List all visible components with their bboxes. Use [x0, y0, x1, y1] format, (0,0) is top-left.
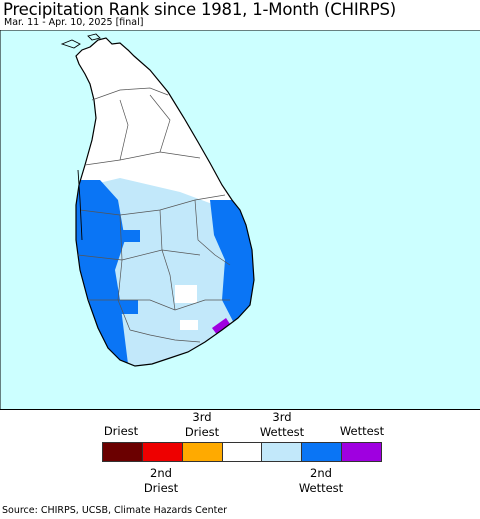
legend-label-wettest: Wettest [339, 424, 385, 438]
map-border-lines [0, 30, 480, 410]
legend-swatch-4 [222, 443, 263, 461]
legend-label-driest: Driest [103, 424, 139, 438]
legend-swatch-2 [142, 443, 183, 461]
legend-swatch-5 [262, 443, 303, 461]
legend-label-3rd-driest: 3rd Driest [184, 410, 220, 439]
coastline-islands [60, 33, 101, 241]
legend-color-bar [102, 442, 382, 462]
source-credit: Source: CHIRPS, UCSB, Climate Hazards Ce… [2, 505, 228, 516]
legend-label-2nd-driest: 2nd Driest [143, 466, 179, 495]
legend-swatch-1 [103, 443, 143, 461]
legend-swatch-3 [182, 443, 223, 461]
sri-lanka-rank-map [0, 30, 480, 410]
map-title: Precipitation Rank since 1981, 1-Month (… [3, 0, 397, 19]
map-subtitle: Mar. 11 - Apr. 10, 2025 [final] [4, 17, 144, 28]
rank-shading [76, 38, 254, 366]
legend-label-3rd-wettest: 3rd Wettest [259, 410, 305, 439]
district-boundaries [77, 87, 231, 343]
legend-swatch-7 [342, 443, 382, 461]
legend-label-2nd-wettest: 2nd Wettest [298, 466, 344, 495]
legend-swatch-6 [302, 443, 343, 461]
